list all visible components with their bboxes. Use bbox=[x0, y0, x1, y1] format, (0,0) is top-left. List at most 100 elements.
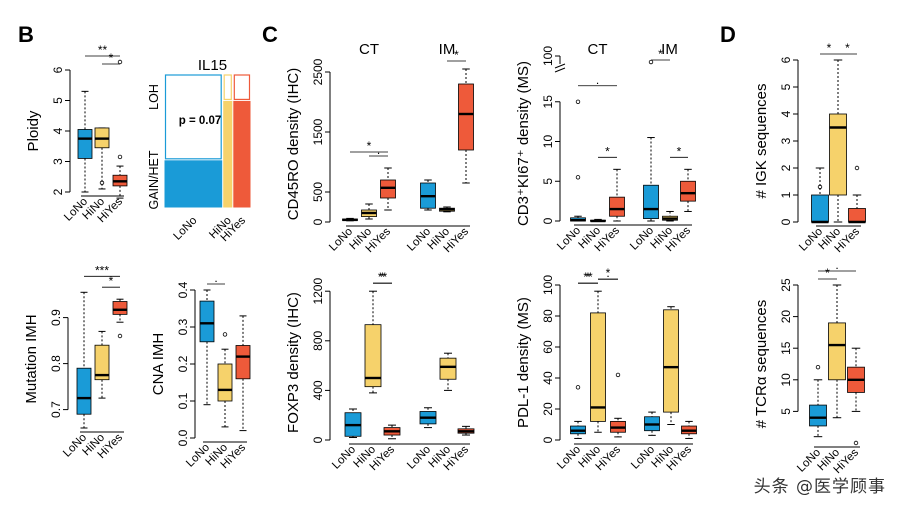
pdl1-box-lono-ct bbox=[570, 385, 586, 439]
pdl1-y-tick-label: 60 bbox=[541, 340, 555, 354]
box-iqr bbox=[199, 300, 215, 343]
box-iqr bbox=[77, 129, 93, 159]
cd45ro-y-tick-label: 500 bbox=[311, 182, 325, 202]
foxp3-y-label: FOXP3 density (IHC) bbox=[285, 292, 302, 433]
foxp3-y-tick-label: 1200 bbox=[311, 278, 325, 305]
box-iqr bbox=[809, 404, 827, 427]
foxp3-axis: 0 400 800 1200 FOXP3 density (IHC) bbox=[285, 278, 470, 445]
significance-label: . bbox=[377, 143, 380, 157]
cna-box-lono bbox=[199, 289, 215, 406]
il15-title: IL15 bbox=[198, 57, 227, 74]
cd3ki67-box-lono-im bbox=[643, 59, 659, 222]
pdl1-y-label: PDL-1 density (MS) bbox=[515, 297, 532, 428]
outlier-point bbox=[854, 165, 860, 171]
significance-label: . bbox=[214, 271, 217, 285]
ploidy-box-hiyes bbox=[112, 59, 128, 199]
cd3ki67-box-hiyes-ct bbox=[609, 168, 625, 222]
tcra-y-tick-label: 25 bbox=[779, 278, 793, 292]
box-iqr bbox=[364, 324, 382, 388]
tcra-y-tick-label: 10 bbox=[779, 373, 793, 387]
significance-label: * bbox=[380, 270, 385, 284]
tcra-box-hino bbox=[828, 284, 846, 419]
cd3ki67-significance-bracket: * bbox=[670, 144, 688, 158]
tcra-significance-bracket: . bbox=[818, 258, 856, 272]
cd3ki67-y-tick-label: 15 bbox=[541, 95, 555, 109]
outlier-point bbox=[117, 333, 123, 339]
cd45ro-axis: 0 500 1500 2500 CD45RO density (IHC) bbox=[285, 58, 470, 227]
cd3ki67-box-lono-ct bbox=[570, 99, 586, 222]
il15-ylabel-loh: LOH bbox=[147, 84, 161, 110]
cd45ro-box-lono-im bbox=[420, 179, 436, 211]
ploidy-y-tick-label: 3 bbox=[51, 158, 65, 165]
cd3ki67-significance-bracket: * bbox=[651, 47, 670, 61]
outlier-point bbox=[222, 332, 228, 337]
significance-label: ** bbox=[378, 270, 388, 284]
outlier-point bbox=[117, 59, 123, 65]
pdl1-axis: 0 20 40 60 80 100 PDL-1 density (MS) bbox=[515, 275, 693, 445]
pdl1-box-lono-im bbox=[644, 411, 660, 436]
pdl1-significance-bracket: * bbox=[578, 270, 598, 284]
box-iqr bbox=[663, 309, 679, 413]
significance-label: *** bbox=[95, 263, 109, 277]
cna-y-tick-label: 0.4 bbox=[176, 281, 190, 298]
igk-box-lono bbox=[811, 167, 829, 224]
igk-y-tick-label: 3 bbox=[779, 137, 793, 144]
cd3ki67-axis-break-mark bbox=[554, 63, 566, 73]
igk-significance-bracket: * bbox=[820, 41, 838, 55]
foxp3-box-hiyes-ct bbox=[383, 424, 401, 440]
cd3ki67-section-label: IM bbox=[661, 41, 678, 58]
il15-x-tick-label: LoNo bbox=[172, 215, 200, 243]
cd45ro-significance-bracket: * bbox=[350, 139, 388, 153]
ploidy-significance-bracket: ** bbox=[85, 43, 120, 57]
mutation-y-tick-label: 0.8 bbox=[49, 355, 63, 372]
cna-y-tick-label: 0.0 bbox=[176, 429, 190, 446]
box-iqr bbox=[609, 196, 625, 217]
significance-label: * bbox=[109, 51, 114, 65]
igk-y-tick-label: 6 bbox=[779, 56, 793, 63]
cd45ro-y-label: CD45RO density (IHC) bbox=[285, 68, 302, 221]
significance-label: . bbox=[596, 73, 599, 87]
cd3ki67-section-label: CT bbox=[588, 41, 608, 58]
panel-label-b: B bbox=[18, 22, 34, 47]
foxp3-y-tick-label: 400 bbox=[311, 380, 325, 400]
tcra-significance-bracket: * bbox=[818, 266, 837, 280]
cd3ki67-y-tick-label: 5 bbox=[541, 178, 555, 185]
outlier-point bbox=[575, 385, 581, 390]
outlier-point bbox=[575, 175, 581, 180]
cd45ro-box-hino-ct bbox=[361, 203, 377, 220]
significance-label: * bbox=[606, 266, 611, 280]
cd3ki67-box-hino-im bbox=[662, 210, 678, 222]
significance-label: * bbox=[454, 48, 459, 62]
box-iqr bbox=[829, 113, 847, 196]
box-iqr bbox=[680, 180, 696, 202]
tcra-box-lono bbox=[809, 364, 827, 438]
foxp3-y-tick-label: 0 bbox=[311, 436, 325, 443]
foxp3-significance-bracket: ** bbox=[373, 270, 392, 284]
cd45ro-significance-bracket: * bbox=[447, 48, 466, 62]
mutation-box-hiyes bbox=[112, 298, 128, 339]
igk-significance-bracket: * bbox=[838, 41, 857, 55]
cna-y-tick-label: 0.3 bbox=[176, 318, 190, 335]
cd45ro-box-lono-ct bbox=[342, 217, 358, 222]
mutation-y-tick-label: 0.7 bbox=[49, 401, 63, 418]
significance-label: * bbox=[605, 144, 610, 158]
cd45ro-section-label: IM bbox=[439, 41, 456, 58]
foxp3-box-hino-im bbox=[439, 352, 457, 391]
box-iqr bbox=[811, 194, 829, 223]
ploidy-y-tick-label: 6 bbox=[51, 66, 65, 73]
cd3ki67-box-hino-ct bbox=[590, 218, 606, 223]
cna-y-label: CNA IMH bbox=[150, 333, 167, 396]
outlier-point bbox=[648, 59, 654, 65]
pdl1-y-tick-label: 100 bbox=[541, 275, 555, 295]
outlier-point bbox=[815, 364, 821, 370]
foxp3-box-lono-im bbox=[419, 407, 437, 429]
ploidy-y-tick-label: 5 bbox=[51, 97, 65, 104]
mosaic-gain-het-hino bbox=[223, 100, 233, 208]
outlier-point bbox=[615, 372, 621, 378]
significance-label: * bbox=[827, 41, 832, 55]
